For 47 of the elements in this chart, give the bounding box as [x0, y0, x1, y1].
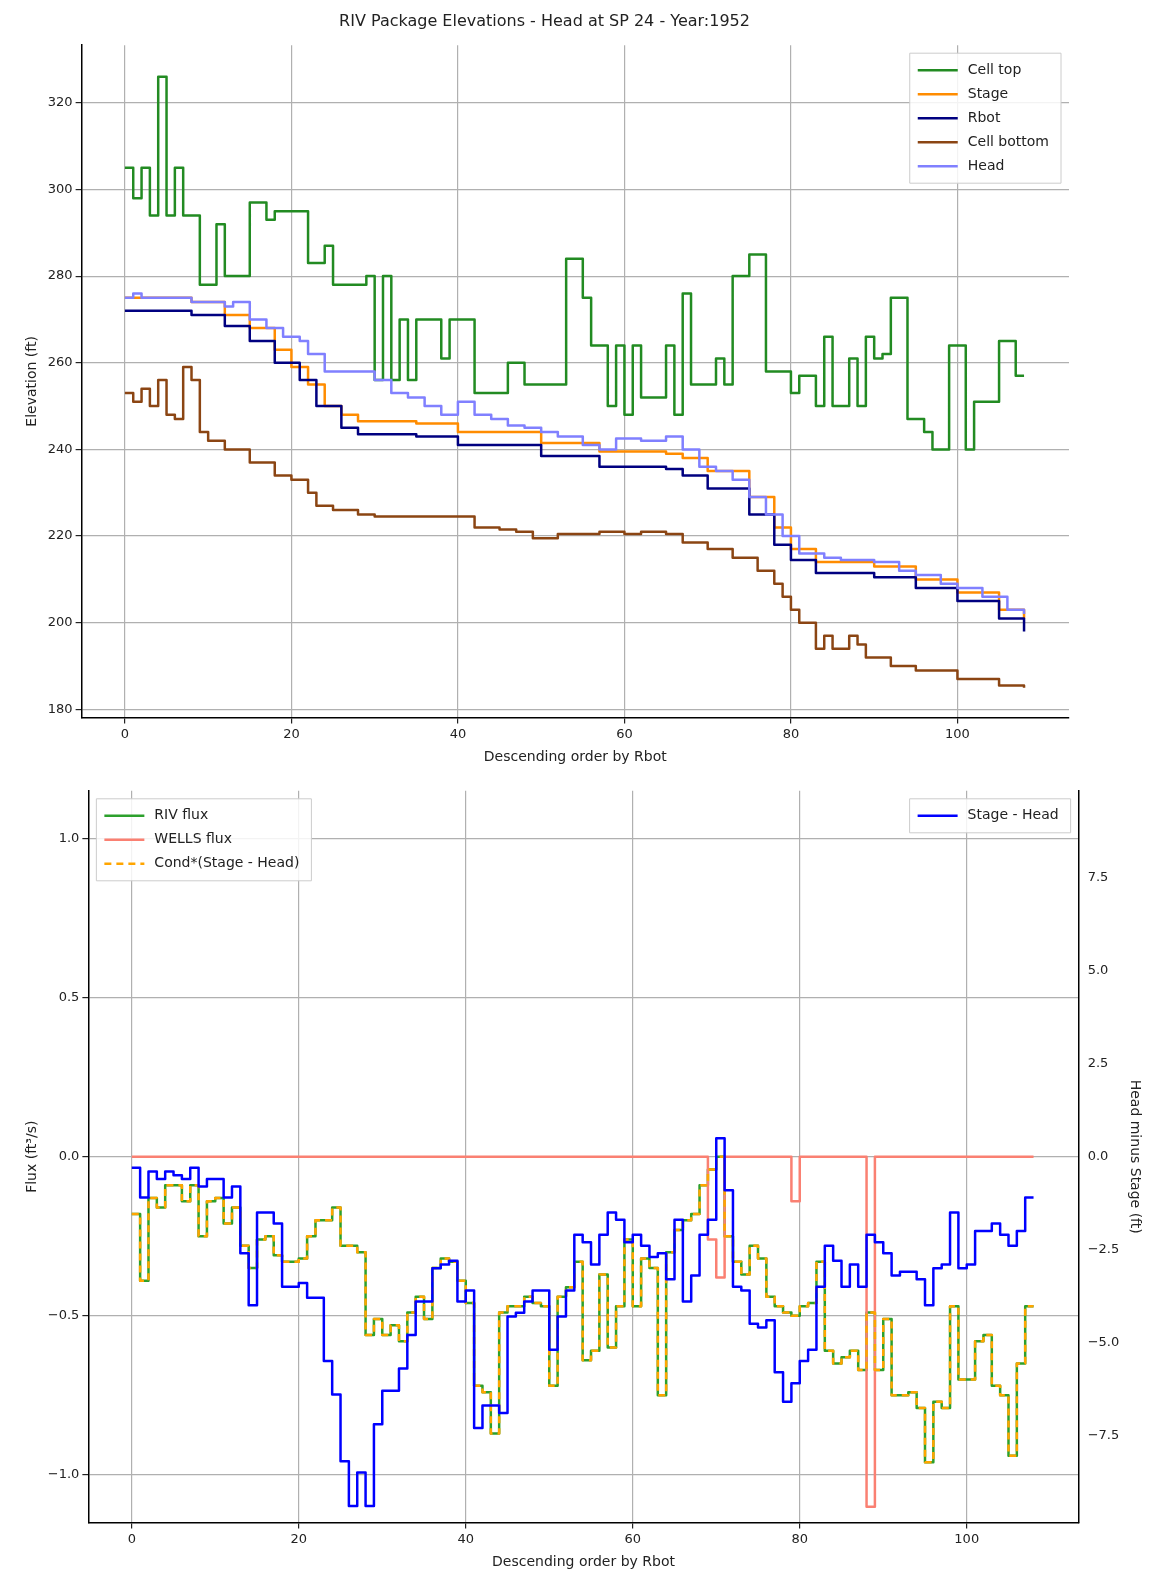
x-tick-label: 80	[791, 1530, 809, 1546]
y-axis-title: Elevation (ft)	[23, 336, 40, 427]
legend-label: Cond*(Stage - Head)	[154, 854, 300, 871]
legend-label: Stage - Head	[967, 806, 1059, 823]
legend-label: Cell top	[967, 60, 1022, 77]
x-axis-title: Descending order by Rbot	[492, 1553, 676, 1570]
y2-tick-label: 0.0	[1087, 1148, 1109, 1164]
y-tick-label: 300	[47, 180, 73, 196]
chart-title: RIV Package Elevations - Head at SP 24 - Year:1952	[339, 10, 750, 30]
y-tick-label: −1.0	[47, 1466, 80, 1482]
x-tick-label: 60	[616, 725, 633, 741]
y2-tick-label: 7.5	[1087, 869, 1109, 885]
y-tick-label: 220	[47, 527, 73, 543]
legend-label: Head	[967, 156, 1005, 173]
y2-tick-label: −5.0	[1087, 1333, 1120, 1349]
y-tick-label: 320	[47, 94, 73, 110]
x-tick-label: 20	[290, 1530, 308, 1546]
legend-label: RIV flux	[154, 806, 209, 823]
legend-label: Stage	[967, 84, 1009, 101]
y2-tick-label: −2.5	[1087, 1240, 1120, 1256]
y-tick-label: 280	[47, 267, 73, 283]
y-tick-label: 0.5	[58, 988, 80, 1004]
y-tick-label: 240	[47, 440, 73, 456]
x-tick-label: 20	[283, 725, 300, 741]
legend-label: Cell bottom	[967, 132, 1050, 149]
y-tick-label: 0.0	[58, 1148, 80, 1164]
y-tick-label: −0.5	[47, 1307, 80, 1323]
y-tick-label: 1.0	[58, 829, 80, 845]
x-tick-label: 100	[945, 725, 970, 741]
x-axis-title: Descending order by Rbot	[483, 748, 668, 765]
y2-tick-label: −7.5	[1087, 1426, 1120, 1442]
x-tick-label: 60	[624, 1530, 642, 1546]
y-tick-label: 180	[47, 700, 73, 716]
x-tick-label: 40	[457, 1530, 475, 1546]
legend-label: WELLS flux	[154, 830, 232, 847]
x-tick-label: 100	[954, 1530, 980, 1546]
x-tick-label: 40	[449, 725, 467, 741]
y2-tick-label: 2.5	[1087, 1055, 1109, 1071]
x-tick-label: 80	[782, 725, 800, 741]
legend-label: Rbot	[967, 108, 1001, 125]
y2-axis-title: Head minus Stage (ft)	[1127, 1079, 1144, 1234]
y2-tick-label: 5.0	[1087, 962, 1109, 978]
y-tick-label: 200	[47, 614, 73, 630]
y-axis-title: Flux (ft³/s)	[23, 1120, 40, 1193]
x-tick-label: 0	[120, 725, 130, 741]
y-tick-label: 260	[47, 354, 73, 370]
x-tick-label: 0	[127, 1530, 136, 1546]
